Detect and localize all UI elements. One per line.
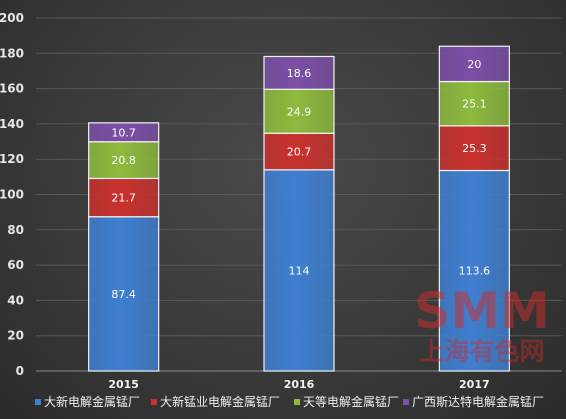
y-tick-label: 40 xyxy=(7,293,24,307)
legend-label: 广西斯达特电解金属锰厂 xyxy=(412,394,544,409)
bar-segment: 20 xyxy=(438,45,510,83)
y-tick-label: 180 xyxy=(0,46,24,60)
bar xyxy=(438,169,510,372)
bar-segment: 25.3 xyxy=(438,125,510,172)
bar-segment: 18.6 xyxy=(263,55,335,90)
y-tick-label: 100 xyxy=(0,188,24,202)
bar-segment: 20.8 xyxy=(88,141,160,180)
bar-segment: 113.6 xyxy=(438,169,510,372)
y-tick-label: 60 xyxy=(7,258,24,272)
legend-item: 广西斯达特电解金属锰厂 xyxy=(403,394,544,409)
legend-swatch xyxy=(151,399,157,405)
data-label: 25.3 xyxy=(462,142,487,155)
legend-swatch xyxy=(403,399,409,405)
legend-swatch xyxy=(35,399,41,405)
y-axis: 0 20 40 60 80 100 120 140 160 180 200 xyxy=(0,11,24,378)
bar xyxy=(88,141,160,180)
data-label: 20 xyxy=(467,58,481,71)
x-tick-label: 2015 xyxy=(108,378,139,391)
data-label: 20.8 xyxy=(111,154,136,167)
watermark-logo-text: SMM xyxy=(414,282,550,340)
data-label: 24.9 xyxy=(287,105,312,118)
bar-segment: 20.7 xyxy=(263,132,335,171)
data-label: 87.4 xyxy=(111,288,136,301)
bar-segment: 21.7 xyxy=(88,177,160,218)
x-tick-label: 2017 xyxy=(459,378,490,391)
y-tick-label: 0 xyxy=(16,364,24,378)
bar-segment: 87.4 xyxy=(88,216,160,372)
bar xyxy=(438,45,510,83)
data-label: 18.6 xyxy=(287,67,312,80)
data-label: 25.1 xyxy=(462,98,487,111)
y-tick-label: 20 xyxy=(7,329,24,343)
legend-swatch xyxy=(294,399,300,405)
watermark-logo-subtext: 上海有色网 xyxy=(419,337,544,366)
data-label: 114 xyxy=(289,264,310,277)
bar-segment: 10.7 xyxy=(88,122,160,143)
y-tick-label: 200 xyxy=(0,11,24,25)
bar xyxy=(263,169,335,372)
legend: 大新电解金属锰厂 大新锰业电解金属锰厂 天等电解金属锰厂 广西斯达特电解金属锰厂 xyxy=(35,394,544,409)
bars: 87.4 21.7 20.8 10.7 114 20.7 24.9 18.6 113.6 25.3… xyxy=(88,45,510,372)
y-tick-label: 120 xyxy=(0,152,24,166)
data-label: 21.7 xyxy=(111,192,136,205)
x-axis: 2015 2016 2017 xyxy=(108,378,489,391)
bar-segment: 25.1 xyxy=(438,80,510,127)
legend-label: 天等电解金属锰厂 xyxy=(303,394,399,409)
bar xyxy=(88,216,160,372)
legend-item: 天等电解金属锰厂 xyxy=(294,394,399,409)
data-label: 113.6 xyxy=(459,265,491,278)
y-tick-label: 80 xyxy=(7,223,24,237)
bar xyxy=(88,122,160,143)
legend-label: 大新电解金属锰厂 xyxy=(44,394,140,409)
legend-item: 大新锰业电解金属锰厂 xyxy=(151,394,280,409)
bar-segment: 114 xyxy=(263,169,335,372)
y-tick-label: 160 xyxy=(0,82,24,96)
bar-segment: 24.9 xyxy=(263,88,335,134)
x-tick-label: 2016 xyxy=(284,378,315,391)
data-label: 20.7 xyxy=(287,146,312,159)
bar xyxy=(438,125,510,172)
y-tick-label: 140 xyxy=(0,117,24,131)
bar xyxy=(263,55,335,90)
data-label: 10.7 xyxy=(111,126,136,139)
legend-item: 大新电解金属锰厂 xyxy=(35,394,140,409)
legend-label: 大新锰业电解金属锰厂 xyxy=(160,394,280,409)
